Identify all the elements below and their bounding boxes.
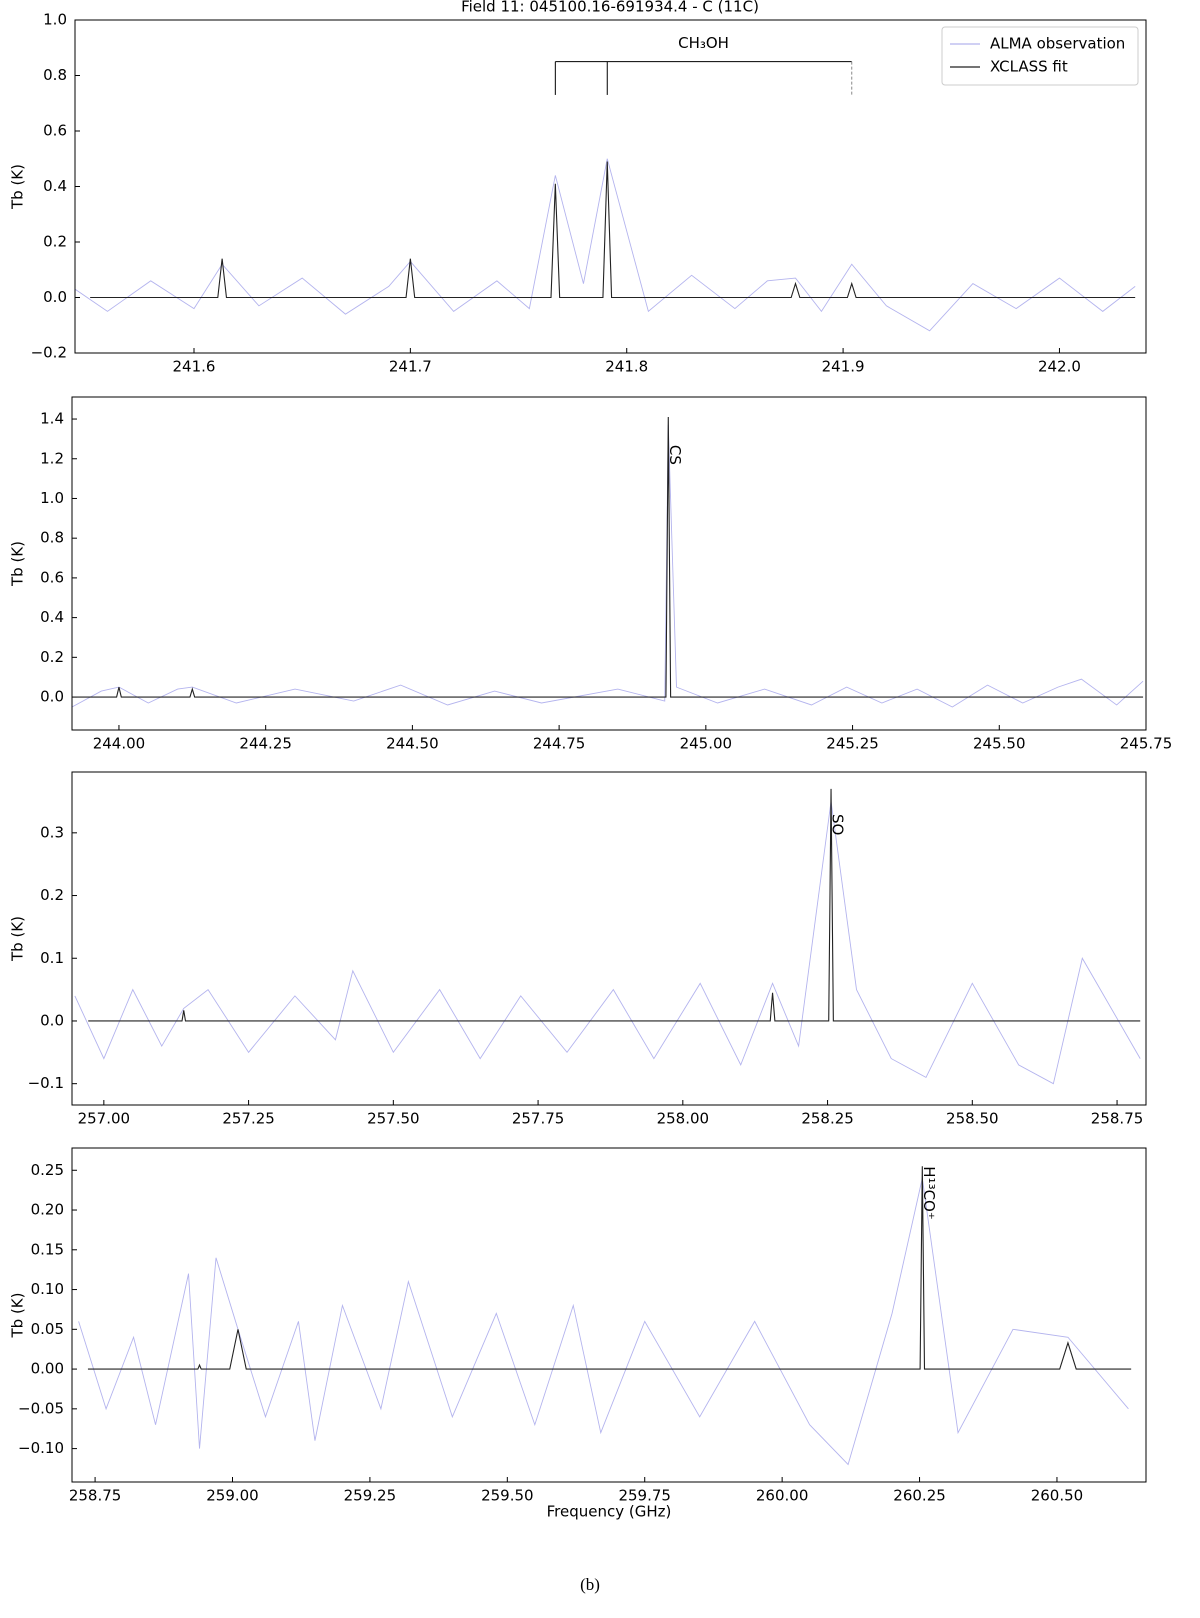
y-tick-label: −0.10	[18, 1439, 64, 1457]
x-tick-label: 241.8	[605, 358, 648, 376]
legend-label: XCLASS fit	[990, 58, 1068, 76]
y-tick-label: 0.0	[40, 688, 64, 706]
y-axis-label: Tb (K)	[9, 1293, 27, 1339]
y-tick-label: −0.2	[31, 344, 67, 362]
y-tick-label: 0.6	[43, 122, 67, 140]
plot-area	[78, 1166, 1132, 1466]
y-tick-label: 1.2	[40, 449, 64, 467]
series-line	[74, 801, 1141, 1085]
y-axis-label: Tb (K)	[9, 916, 27, 962]
x-tick-label: 259.00	[206, 1487, 259, 1505]
y-tick-label: 1.0	[43, 11, 67, 29]
y-tick-label: 0.2	[40, 886, 64, 904]
y-tick-label: 0.0	[43, 288, 67, 306]
x-tick-label: 244.00	[93, 735, 146, 753]
x-tick-label: 245.50	[973, 735, 1026, 753]
y-tick-label: 0.00	[31, 1360, 64, 1378]
caption: (b)	[580, 1575, 600, 1594]
y-tick-label: −0.1	[28, 1074, 64, 1092]
id-label: CH₃OH	[678, 34, 729, 52]
y-tick-label: 0.8	[40, 529, 64, 547]
series-line	[90, 161, 1136, 299]
plot-frame	[74, 19, 1147, 354]
plot-frame	[71, 771, 1147, 1106]
y-tick-label: 0.10	[31, 1280, 64, 1298]
x-tick-label: 258.25	[801, 1110, 854, 1128]
x-tick-label: 257.75	[512, 1110, 565, 1128]
x-tick-label: 258.00	[657, 1110, 710, 1128]
x-tick-label: 244.25	[239, 735, 292, 753]
plot-frame	[71, 1147, 1147, 1483]
y-tick-label: 1.4	[40, 410, 64, 428]
y-tick-label: 0.4	[43, 177, 67, 195]
y-tick-label: 0.05	[31, 1320, 64, 1338]
x-tick-label: 259.50	[481, 1487, 534, 1505]
y-axis-label: Tb (K)	[9, 541, 27, 587]
line-annotation: SO	[829, 814, 847, 835]
x-tick-label: 257.00	[78, 1110, 131, 1128]
x-tick-label: 259.25	[344, 1487, 397, 1505]
x-tick-label: 258.50	[946, 1110, 999, 1128]
y-tick-label: 0.25	[31, 1161, 64, 1179]
y-tick-label: −0.05	[18, 1399, 64, 1417]
series-line	[72, 417, 1144, 698]
x-tick-label: 241.6	[173, 358, 216, 376]
x-tick-label: 245.00	[680, 735, 733, 753]
y-tick-label: 1.0	[40, 489, 64, 507]
y-tick-label: 0.4	[40, 608, 64, 626]
y-tick-label: 0.2	[40, 648, 64, 666]
line-annotation: H¹³CO⁺	[920, 1166, 938, 1220]
y-tick-label: 0.2	[43, 233, 67, 251]
y-tick-label: 0.6	[40, 568, 64, 586]
x-tick-label: 260.00	[756, 1487, 809, 1505]
x-tick-label: 241.9	[822, 358, 865, 376]
x-tick-label: 258.75	[69, 1487, 122, 1505]
chart-title: Field 11: 045100.16-691934.4 - C (11C)	[461, 0, 759, 16]
y-tick-label: 0.8	[43, 66, 67, 84]
line-annotation: CS	[666, 445, 684, 465]
series-line	[88, 788, 1141, 1022]
y-tick-label: 0.15	[31, 1240, 64, 1258]
series-line	[78, 1178, 1129, 1466]
x-tick-label: 257.25	[222, 1110, 275, 1128]
x-tick-label: 258.75	[1091, 1110, 1144, 1128]
plot-area	[74, 788, 1141, 1085]
y-tick-label: 0.20	[31, 1201, 64, 1219]
series-line	[75, 158, 1136, 332]
series-line	[87, 1166, 1132, 1370]
y-tick-label: 0.1	[40, 949, 64, 967]
x-tick-label: 244.50	[386, 735, 439, 753]
x-tick-label: 260.25	[893, 1487, 946, 1505]
plot-frame	[71, 396, 1147, 731]
x-tick-label: 259.75	[618, 1487, 671, 1505]
legend-box	[941, 26, 1139, 86]
x-tick-label: 245.75	[1120, 735, 1173, 753]
legend-label: ALMA observation	[990, 35, 1125, 53]
y-tick-label: 0.3	[40, 823, 64, 841]
x-tick-label: 260.50	[1031, 1487, 1084, 1505]
plot-area	[72, 417, 1144, 708]
x-tick-label: 245.25	[826, 735, 879, 753]
plot-area	[75, 158, 1136, 332]
x-tick-label: 257.50	[367, 1110, 420, 1128]
x-tick-label: 244.75	[533, 735, 586, 753]
x-tick-label: 242.0	[1038, 358, 1081, 376]
y-tick-label: 0.0	[40, 1011, 64, 1029]
x-axis-label: Frequency (GHz)	[547, 1503, 672, 1521]
series-line	[72, 424, 1144, 708]
x-tick-label: 241.7	[389, 358, 432, 376]
y-axis-label: Tb (K)	[9, 164, 27, 210]
